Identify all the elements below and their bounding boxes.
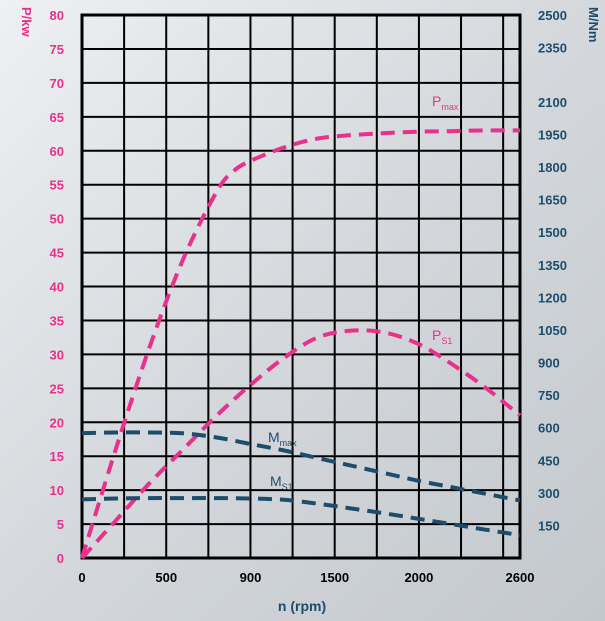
x-tick-label: 1500 [320,570,349,585]
series-label-sub: S1 [441,336,452,346]
y-right-tick-label: 600 [538,421,560,436]
y-right-tick-label: 1050 [538,323,567,338]
y-left-tick-label: 35 [50,313,64,328]
y-left-tick-label: 40 [50,280,64,295]
series-label-p-s1: PS1 [432,327,452,346]
series-line-p-max [80,128,521,559]
series-line-m-max [81,430,521,503]
x-tick-label: 0 [78,570,85,585]
series-line-m-s1 [81,496,521,538]
series-label-m-s1: MS1 [270,473,293,492]
y-left-tick-label: 45 [50,246,64,261]
series-label-sub: S1 [282,482,293,492]
plot-area: 0 5 10 15 20 25 30 35 40 45 50 55 60 65 70 75 80 150 300 45… [50,8,567,585]
series-label-main: M [270,473,282,489]
y-left-tick-label: 60 [50,144,64,159]
y-left-tick-label: 0 [57,551,64,566]
y-left-tick-label: 30 [50,347,64,362]
series-label-sub: max [441,102,459,112]
y-right-tick-label: 2100 [538,95,567,110]
series-label-main: M [268,429,280,445]
y-left-tick-label: 20 [50,415,64,430]
series-label-m-max: Mmax [268,429,297,448]
x-axis-title: n (rpm) [278,598,326,614]
y-axis-right-title: M/Nm [586,7,601,42]
x-tick-label: 2600 [506,570,535,585]
y-left-tick-label: 80 [50,8,64,23]
y-left-tick-label: 50 [50,212,64,227]
y-right-tick-label: 2350 [538,41,567,56]
y-left-tick-label: 75 [50,42,64,57]
y-left-tick-label: 25 [50,381,64,396]
series-label-main: P [432,327,441,343]
plot-frame [80,13,522,560]
series-label-sub: max [280,438,298,448]
y-right-tick-label: 1200 [538,290,567,305]
y-left-tick-label: 10 [50,483,64,498]
x-tick-label: 500 [155,570,177,585]
y-right-tick-label: 1800 [538,160,567,175]
y-right-tick-label: 2500 [538,8,567,23]
y-left-tick-label: 65 [50,110,64,125]
series-label-main: P [432,93,441,109]
y-right-tick-label: 1500 [538,225,567,240]
series-label-p-max: Pmax [432,93,459,112]
y-axis-left-title: P/kw [19,7,34,38]
y-right-tick-label: 150 [538,518,560,533]
y-right-tick-label: 900 [538,356,560,371]
y-left-tick-label: 15 [50,449,64,464]
y-right-tick-label: 1950 [538,127,567,142]
y-right-tick-label: 750 [538,388,560,403]
y-right-tick-label: 450 [538,453,560,468]
y-left-tick-label: 5 [57,517,64,532]
x-tick-label: 900 [240,570,262,585]
y-left-tick-label: 70 [50,76,64,91]
y-right-tick-label: 1350 [538,258,567,273]
y-right-tick-label: 1650 [538,193,567,208]
series-line-p-s1 [80,328,522,560]
x-tick-label: 2000 [404,570,433,585]
y-left-tick-label: 55 [50,178,64,193]
y-right-tick-label: 300 [538,486,560,501]
